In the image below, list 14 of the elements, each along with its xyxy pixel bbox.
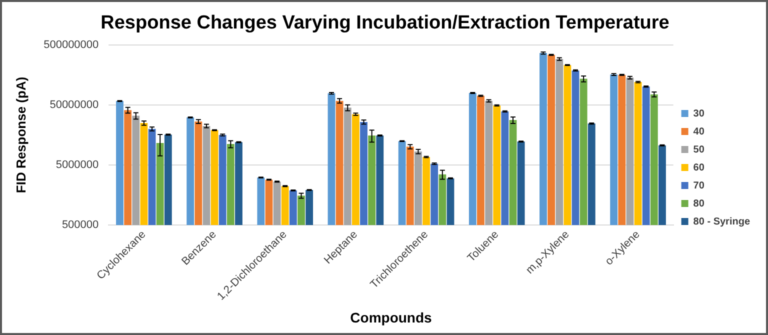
legend-label: 40 [693,126,705,138]
y-axis-title: FID Response (pA) [13,76,28,194]
y-tick-label: 50000000 [50,98,99,111]
x-axis-title: Compounds [350,309,432,326]
legend-label: 80 [693,198,705,210]
legend-label: 60 [693,162,705,174]
y-tick-label: 500000 [62,219,99,232]
legend-label: 80 - Syringe [693,216,750,228]
legend-label: 50 [693,144,705,156]
legend-label: 70 [693,180,705,192]
chart-title: Response Changes Varying Incubation/Extraction Temperature [100,12,670,34]
legend-label: 30 [693,108,705,120]
y-tick-label: 500000000 [44,38,99,51]
y-tick-label: 5000000 [56,159,99,172]
